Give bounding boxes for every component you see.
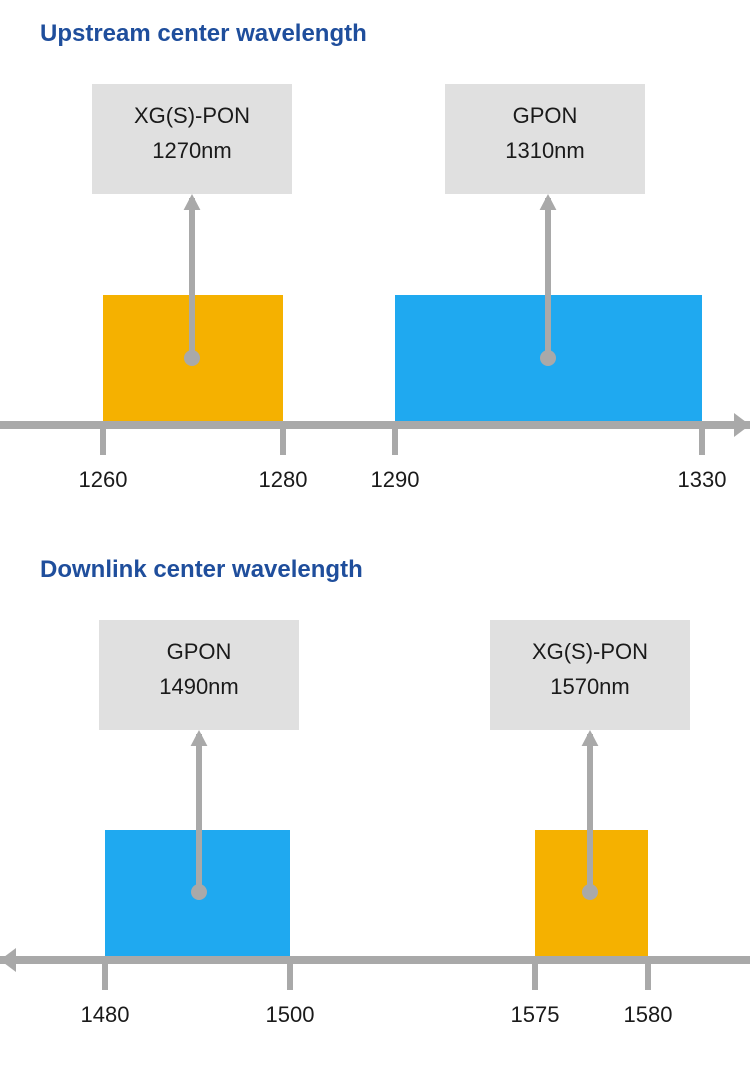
upstream-axis-label-1: 1280 — [243, 467, 323, 493]
downlink-callout-arrowhead-0 — [191, 730, 208, 746]
upstream-axis-label-2: 1290 — [355, 467, 435, 493]
upstream-callout-1: GPON1310nm — [445, 84, 645, 194]
upstream-callout-dot-1 — [540, 350, 556, 366]
upstream-callout-0-line2: 1270nm — [92, 133, 292, 168]
downlink-axis-label-1: 1500 — [250, 1002, 330, 1028]
downlink-callout-0: GPON1490nm — [99, 620, 299, 730]
downlink-callout-dot-1 — [582, 884, 598, 900]
downlink-axis-label-2: 1575 — [495, 1002, 575, 1028]
downlink-callout-dot-0 — [191, 884, 207, 900]
upstream-callout-0-line1: XG(S)-PON — [92, 98, 292, 133]
upstream-callout-0: XG(S)-PON1270nm — [92, 84, 292, 194]
upstream-callout-arrowhead-1 — [540, 194, 557, 210]
upstream-callout-1-line2: 1310nm — [445, 133, 645, 168]
upstream-callout-arrowhead-0 — [184, 194, 201, 210]
downlink-axis-arrow — [0, 948, 16, 972]
upstream-axis-arrow — [734, 413, 750, 437]
downlink-callout-1: XG(S)-PON1570nm — [490, 620, 690, 730]
downlink-axis-label-3: 1580 — [608, 1002, 688, 1028]
upstream-axis-label-3: 1330 — [662, 467, 742, 493]
upstream-axis-label-0: 1260 — [63, 467, 143, 493]
downlink-callout-arrowhead-1 — [582, 730, 599, 746]
downlink-axis-label-0: 1480 — [65, 1002, 145, 1028]
downlink-callout-1-line1: XG(S)-PON — [490, 634, 690, 669]
upstream-callout-dot-0 — [184, 350, 200, 366]
upstream-callout-1-line1: GPON — [445, 98, 645, 133]
downlink-callout-0-line2: 1490nm — [99, 669, 299, 704]
downlink-callout-1-line2: 1570nm — [490, 669, 690, 704]
downlink-callout-0-line1: GPON — [99, 634, 299, 669]
